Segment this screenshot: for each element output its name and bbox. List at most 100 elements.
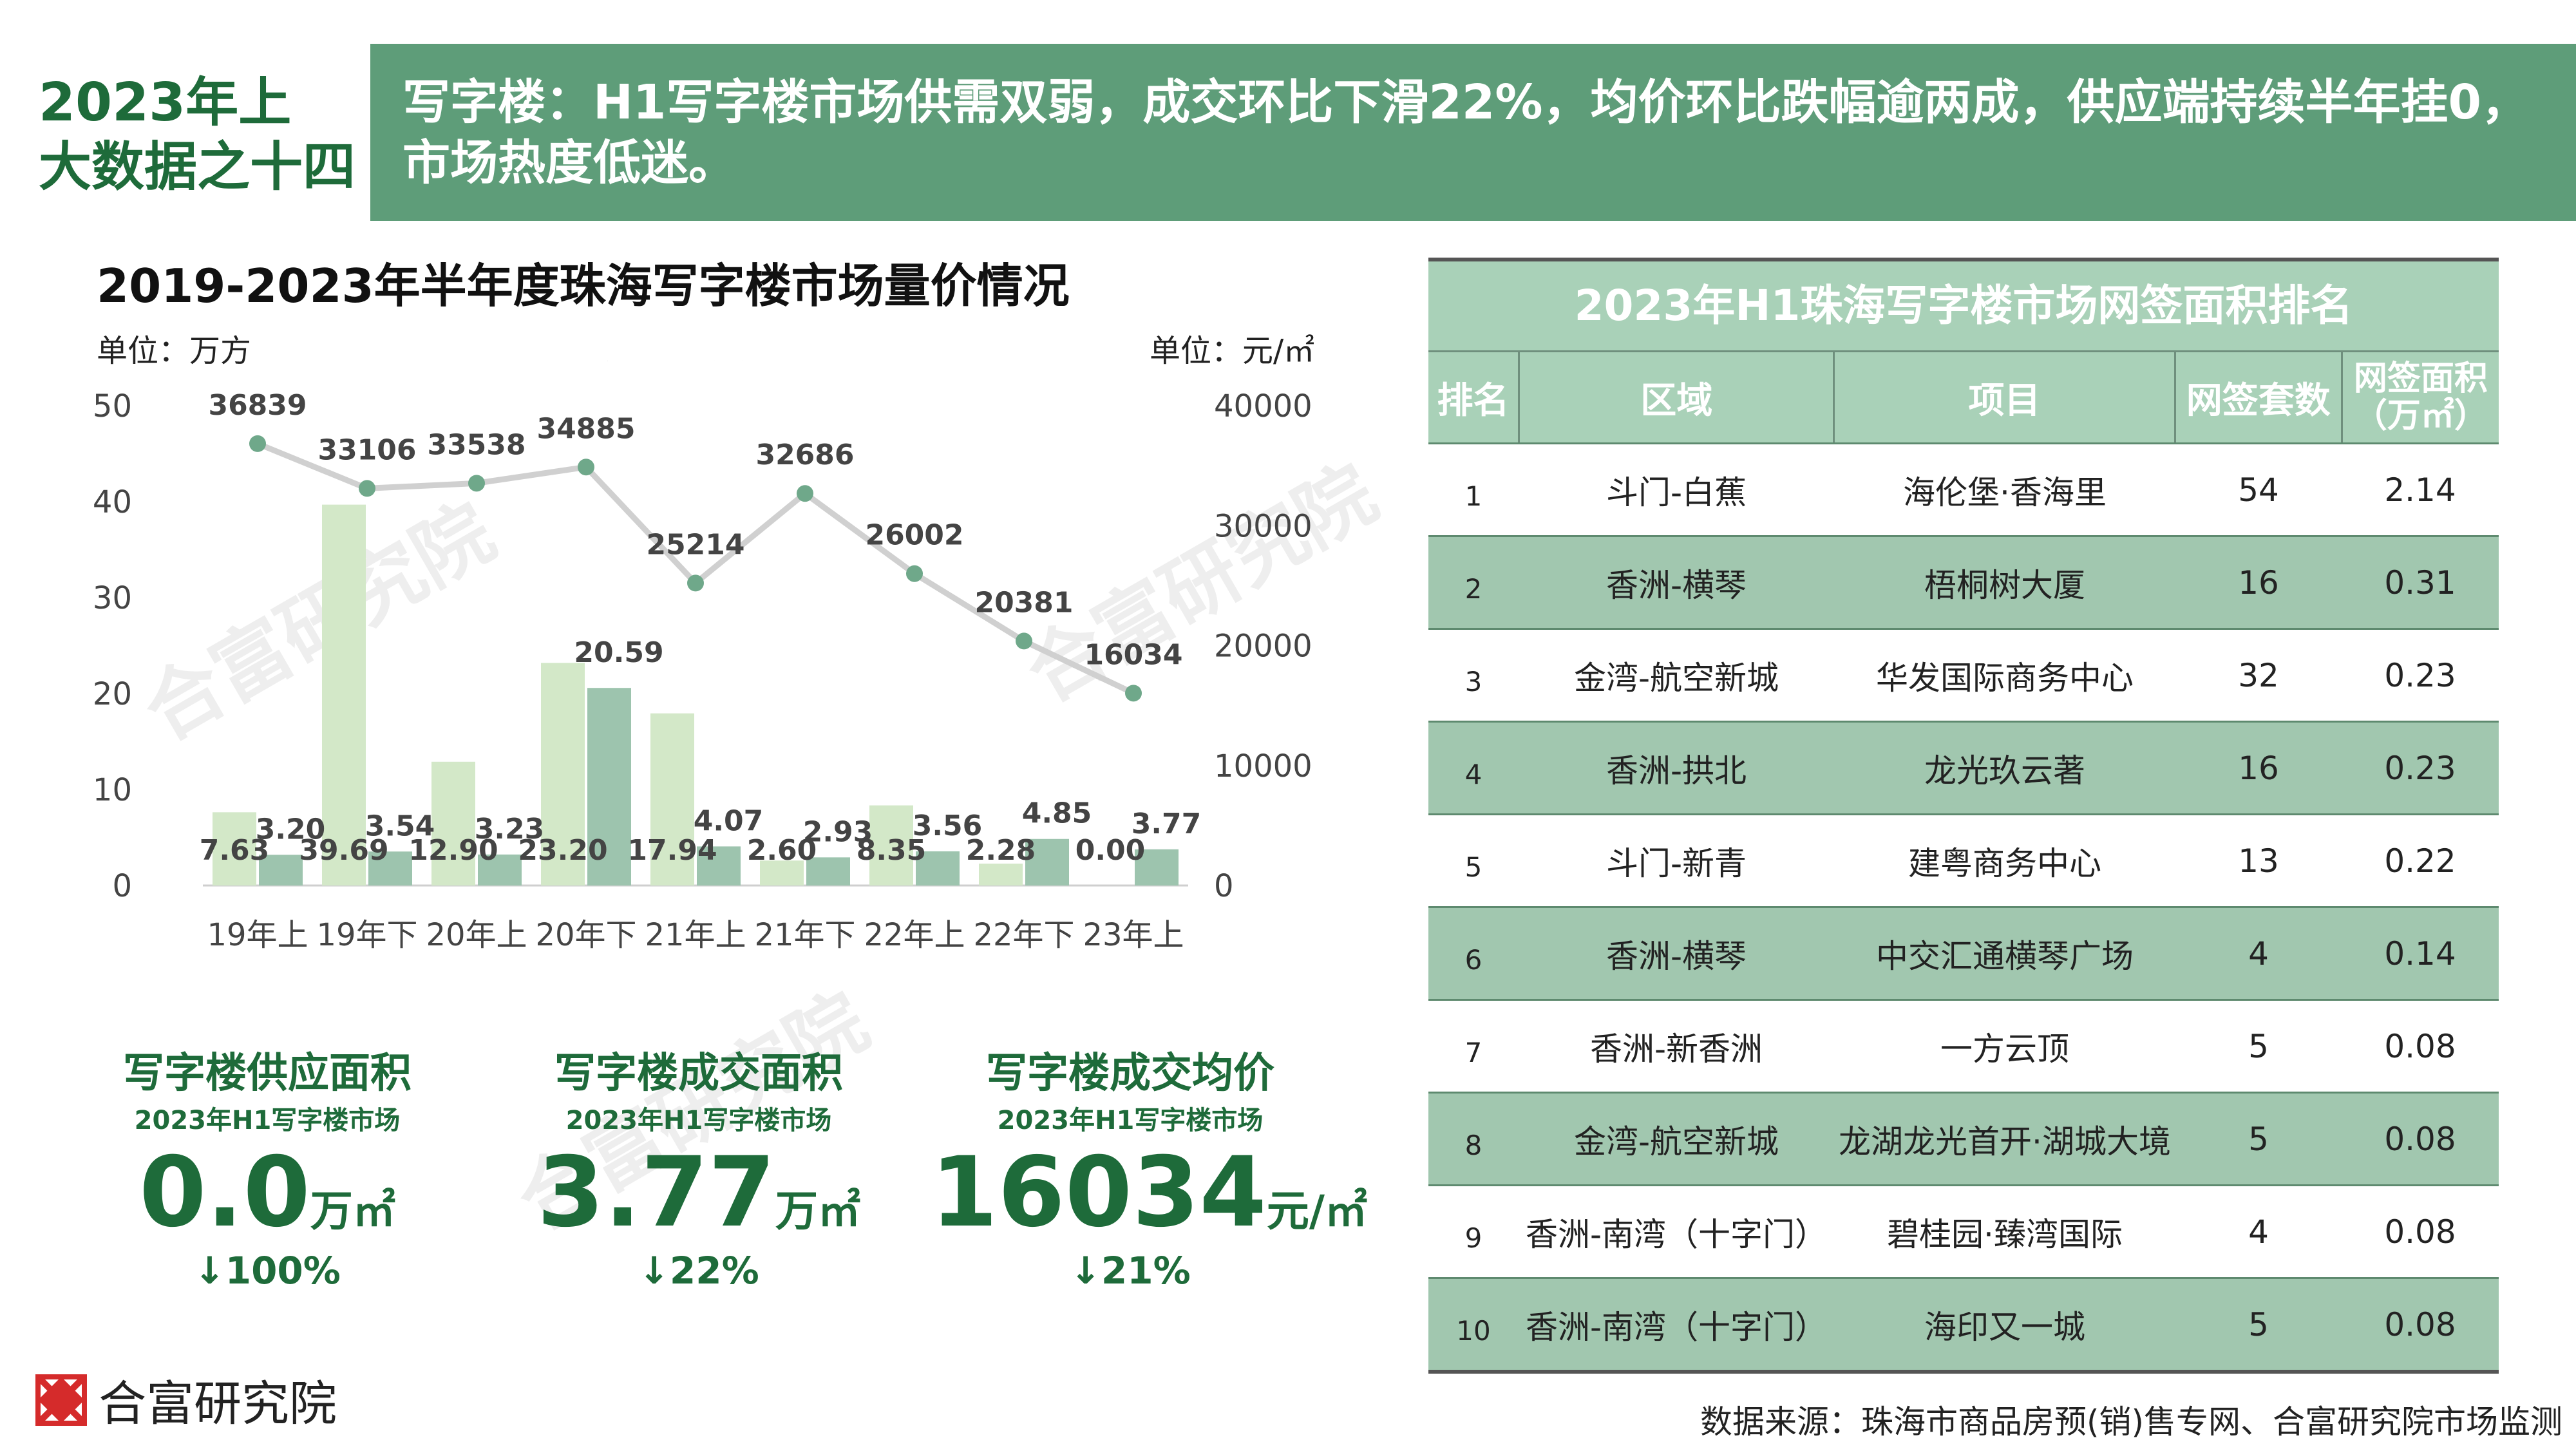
legend-label-supply: 供应 xyxy=(576,361,633,365)
cell-rank: 3 xyxy=(1464,666,1482,697)
left-tick-label: 40 xyxy=(93,484,132,520)
cell-units: 16 xyxy=(2238,749,2279,787)
bar-deal xyxy=(259,855,303,886)
data-source: 数据来源：珠海市商品房预(销)售专网、合富研究院市场监测 xyxy=(1700,1403,2563,1441)
x-tick-label: 21年上 xyxy=(645,917,746,953)
table-body: 1 斗门-白蕉 海伦堡·香海里 54 2.14 2 香洲-横琴 梧桐树大厦 16 0.31 3 金湾-… xyxy=(1428,442,2499,1374)
right-axis-unit: 单位：元/㎡ xyxy=(1150,333,1315,369)
bar-deal xyxy=(916,851,960,886)
cell-rank: 6 xyxy=(1464,944,1482,976)
left-tick-label: 30 xyxy=(93,580,132,616)
table-row: 5 斗门-新青 建粤商务中心 13 0.22 xyxy=(1428,813,2499,906)
header-project: 项目 xyxy=(1835,352,2176,442)
data-label-price: 34885 xyxy=(536,412,635,445)
stat-title: 写字楼供应面积 xyxy=(123,1050,412,1097)
stat-transaction: 写字楼成交面积 2023年H1写字楼市场 3.77万㎡ ↓22% xyxy=(499,1040,898,1293)
price-point xyxy=(249,435,266,452)
cell-district: 香洲-南湾（十字门） xyxy=(1525,1215,1828,1253)
cell-project: 一方云顶 xyxy=(1940,1030,2069,1068)
stat-change: ↓100% xyxy=(194,1249,341,1293)
table-row: 1 斗门-白蕉 海伦堡·香海里 54 2.14 xyxy=(1428,442,2499,535)
left-tick-label: 10 xyxy=(93,772,132,808)
header-rank: 排名 xyxy=(1428,352,1520,442)
bar-supply xyxy=(322,504,366,886)
data-label-supply: 39.69 xyxy=(299,834,388,867)
stat-subtitle: 2023年H1写字楼市场 xyxy=(134,1106,401,1135)
price-line-path xyxy=(256,440,1135,696)
chart-legend: 供应 成交 均价 xyxy=(576,361,904,365)
data-label-supply: 7.63 xyxy=(200,834,270,867)
table-row: 4 香洲-拱北 龙光玖云著 16 0.23 xyxy=(1428,721,2499,813)
cell-project: 建粤商务中心 xyxy=(1908,844,2101,882)
stat-value: 16034元/㎡ xyxy=(931,1137,1367,1249)
data-label-supply: 2.60 xyxy=(747,834,817,867)
cell-rank: 8 xyxy=(1464,1130,1482,1161)
data-label-deal: 3.77 xyxy=(1132,808,1202,840)
data-label-deal: 20.59 xyxy=(574,636,663,669)
bar-supply xyxy=(213,812,256,886)
cell-project: 中交汇通横琴广场 xyxy=(1876,937,2134,975)
data-label-price: 33106 xyxy=(317,433,416,466)
stat-title: 写字楼成交面积 xyxy=(554,1050,843,1097)
price-point xyxy=(797,485,813,502)
data-label-deal: 2.93 xyxy=(803,815,873,848)
data-label-deal: 3.20 xyxy=(256,813,326,846)
page-tag: 2023年上 大数据之十四 xyxy=(39,71,361,200)
cell-district: 香洲-横琴 xyxy=(1605,937,1747,975)
data-label-price: 26002 xyxy=(865,519,963,552)
bar-supply xyxy=(650,713,694,886)
table-header: 排名 区域 项目 网签套数 网签面积 （万㎡） xyxy=(1428,350,2499,442)
data-label-price: 32686 xyxy=(755,439,854,471)
cell-area: 0.08 xyxy=(2384,1305,2456,1343)
bar-deal xyxy=(697,846,741,886)
data-label-price: 33538 xyxy=(427,428,526,461)
cell-units: 13 xyxy=(2238,842,2279,880)
cell-project: 碧桂园·臻湾国际 xyxy=(1887,1215,2123,1253)
table-row: 10 香洲-南湾（十字门） 海印又一城 5 0.08 xyxy=(1428,1277,2499,1374)
cell-district: 香洲-新香洲 xyxy=(1589,1030,1763,1068)
bar-deal xyxy=(478,854,522,886)
cell-rank: 4 xyxy=(1464,759,1482,790)
data-label-price: 16034 xyxy=(1084,638,1182,671)
cell-rank: 9 xyxy=(1464,1222,1482,1254)
cell-units: 4 xyxy=(2248,1213,2269,1251)
left-tick-label: 20 xyxy=(93,676,132,712)
price-point xyxy=(687,574,704,592)
cell-project: 海伦堡·香海里 xyxy=(1903,473,2107,511)
stat-avg-price: 写字楼成交均价 2023年H1写字楼市场 16034元/㎡ ↓21% xyxy=(931,1040,1367,1293)
cell-rank: 2 xyxy=(1464,573,1482,605)
data-label-price: 20381 xyxy=(974,586,1073,619)
cell-units: 4 xyxy=(2248,934,2269,972)
bar-supply xyxy=(979,864,1023,886)
cell-rank: 5 xyxy=(1464,851,1482,883)
left-tick-label: 0 xyxy=(112,868,132,904)
right-tick-label: 0 xyxy=(1214,868,1234,904)
right-tick-label: 30000 xyxy=(1214,508,1312,544)
cell-area: 0.08 xyxy=(2384,1213,2456,1251)
left-tick-label: 50 xyxy=(93,388,132,424)
price-point xyxy=(578,459,594,476)
x-tick-label: 21年下 xyxy=(754,917,855,953)
data-label-supply: 0.00 xyxy=(1075,834,1146,867)
x-tick-label: 19年下 xyxy=(316,917,417,953)
chart-price-line xyxy=(249,435,1142,702)
table-row: 9 香洲-南湾（十字门） 碧桂园·臻湾国际 4 0.08 xyxy=(1428,1184,2499,1277)
bar-supply xyxy=(760,860,804,886)
headline-banner xyxy=(370,44,2576,221)
cell-area: 0.23 xyxy=(2384,749,2456,787)
cell-rank: 1 xyxy=(1464,480,1482,512)
cell-area: 0.14 xyxy=(2384,934,2456,972)
cell-units: 54 xyxy=(2238,471,2279,509)
data-label-supply: 23.20 xyxy=(518,834,607,867)
header-district: 区域 xyxy=(1520,352,1835,442)
bar-deal xyxy=(1025,838,1069,886)
chart-plot: 供应 成交 均价 0 10 20 30 40 50 0 10000 20000 30000 40000 1… xyxy=(93,361,1312,953)
page-tag-line2: 大数据之十四 xyxy=(39,137,356,198)
stat-supply: 写字楼供应面积 2023年H1写字楼市场 0.0万㎡ ↓100% xyxy=(68,1040,467,1293)
header-units: 网签套数 xyxy=(2176,352,2343,442)
price-point xyxy=(906,565,923,582)
cell-district: 香洲-南湾（十字门） xyxy=(1525,1308,1828,1346)
x-tick-label: 23年上 xyxy=(1083,917,1184,953)
bar-supply xyxy=(869,805,913,886)
cell-project: 海印又一城 xyxy=(1924,1308,2085,1346)
